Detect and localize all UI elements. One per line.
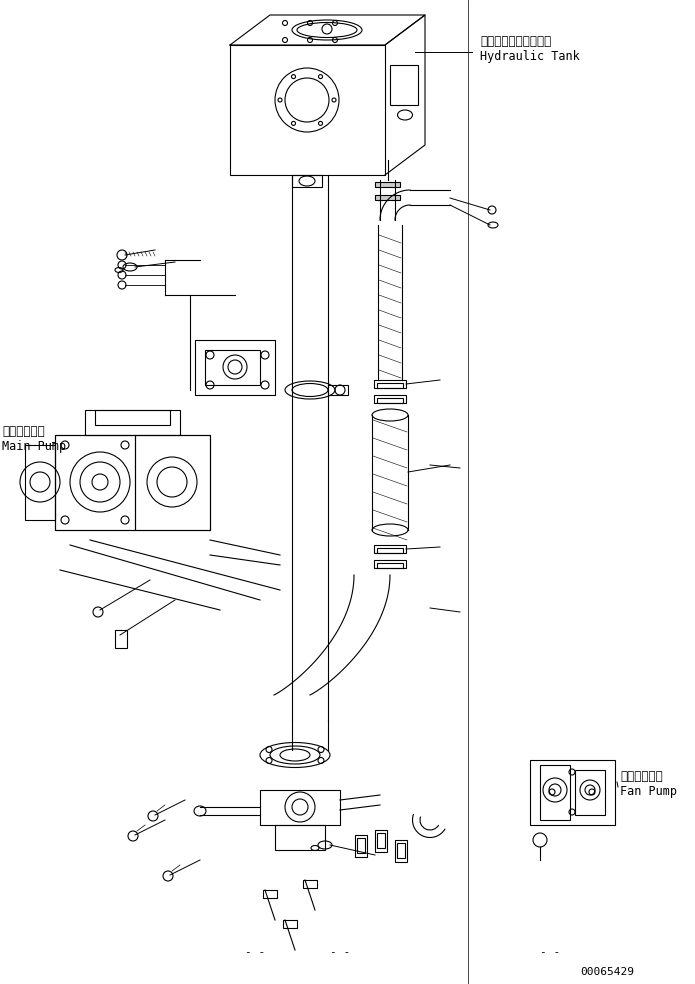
Bar [55,435,210,530]
Bar [357,838,365,853]
Bar [530,760,615,825]
Bar [263,890,277,898]
Bar [355,835,367,857]
Bar [55,435,135,530]
Bar [374,380,406,388]
Text: 00065429: 00065429 [580,967,634,977]
Bar [575,770,605,815]
Bar [260,790,340,825]
Bar [205,350,260,385]
Bar [377,833,385,848]
Bar [375,182,400,187]
Bar [374,545,406,553]
Bar [85,410,180,435]
Bar [230,45,385,175]
Bar [390,65,418,105]
Bar [195,340,275,395]
Text: ファンポンプ: ファンポンプ [620,770,663,783]
Text: メインポンプ: メインポンプ [2,425,44,438]
Text: - -: - - [540,947,560,957]
Bar [397,843,405,858]
Bar [377,563,403,568]
Text: - -: - - [330,947,350,957]
Text: Main Pump: Main Pump [2,440,66,453]
Bar [377,398,403,403]
Text: - -: - - [245,947,265,957]
Text: ハイドロリックタンク: ハイドロリックタンク [480,35,551,48]
Bar [395,840,407,862]
Bar [377,548,403,553]
Bar [95,410,170,425]
Bar [275,825,325,850]
Bar [540,765,570,820]
Bar [25,445,55,520]
Bar [292,175,322,187]
Bar [303,880,317,888]
Bar [375,195,400,200]
Bar [115,630,127,648]
Text: Fan Pump: Fan Pump [620,785,677,798]
Bar [377,383,403,388]
Bar [283,920,297,928]
Bar [135,435,210,530]
Bar [375,830,387,852]
Bar [328,385,348,395]
Bar [374,395,406,403]
Bar [374,560,406,568]
Text: Hydraulic Tank: Hydraulic Tank [480,50,580,63]
